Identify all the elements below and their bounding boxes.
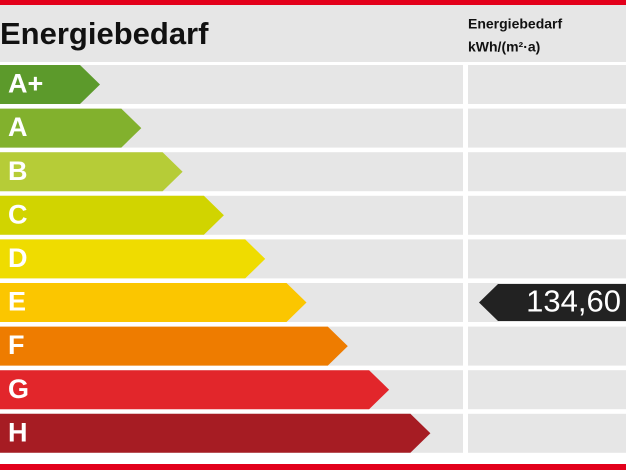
class-label: F [8, 330, 25, 360]
row-bg-right [468, 108, 626, 148]
row-bg-right [468, 65, 626, 104]
class-label: G [8, 374, 29, 404]
class-arrow [0, 108, 142, 148]
class-arrow [0, 152, 183, 192]
bottom-border [0, 464, 626, 470]
row-bg-right [468, 413, 626, 453]
class-label: C [8, 199, 28, 229]
class-label: A+ [8, 69, 43, 99]
class-arrow [0, 195, 224, 235]
column-unit: kWh/(m²·a) [468, 39, 540, 55]
class-label: A [8, 112, 28, 142]
marker-value: 134,60 [526, 284, 621, 319]
title: Energiebedarf [0, 16, 209, 51]
column-title: Energiebedarf [468, 16, 562, 32]
row-bg-right [468, 195, 626, 235]
class-arrow [0, 413, 431, 453]
row-bg-right [468, 326, 626, 366]
class-label: E [8, 287, 26, 317]
class-arrow [0, 65, 100, 104]
class-label: D [8, 243, 28, 273]
class-arrow [0, 326, 348, 366]
top-border [0, 0, 626, 5]
marker-arrow [479, 284, 626, 321]
class-arrow [0, 239, 266, 279]
class-arrow [0, 283, 307, 322]
row-bg-right [468, 370, 626, 410]
class-arrow [0, 370, 390, 410]
class-label: H [8, 417, 28, 447]
value-marker: 134,60 [479, 284, 626, 321]
header-band [0, 5, 626, 62]
row-bg-right [468, 152, 626, 192]
class-label: B [8, 156, 28, 186]
row-bg-right [468, 239, 626, 279]
